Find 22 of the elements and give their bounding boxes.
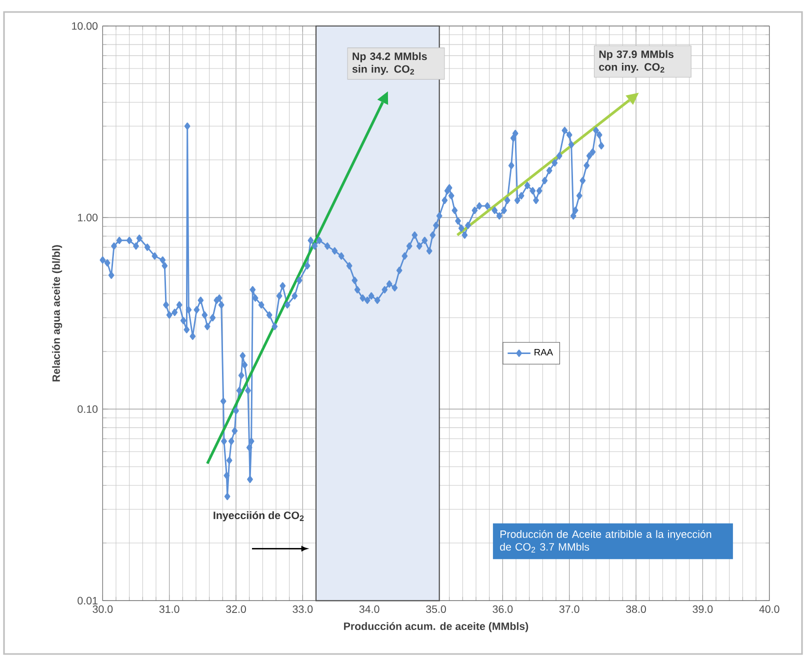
x-tick-label: 30.0 (92, 605, 113, 613)
x-tick-label: 33.0 (292, 605, 313, 613)
x-tick-label: 40.0 (759, 605, 780, 613)
y-tick-label: 0.10 (78, 405, 98, 413)
y-tick-label: 10.00 (72, 22, 98, 30)
y-tick-label: 1.00 (78, 214, 98, 222)
x-tick-label: 32.0 (226, 605, 246, 613)
x-tick-label: 38.0 (626, 605, 646, 613)
x-tick-label: 35.0 (426, 605, 446, 613)
annotation: Np 34.2 MMbls sin iny. CO$_{2}$ (352, 52, 427, 75)
x-tick-label: 34.0 (359, 605, 380, 613)
legend-label: RAA (534, 349, 554, 356)
annotation: Inyecciión de CO$_{2}$ (214, 511, 304, 522)
x-tick-label: 36.0 (492, 605, 513, 613)
annotation: Np 37.9 MMbls con iny. CO$_{2}$ (599, 50, 674, 73)
y-axis-title: Relación agua aceite (bl/bl) (52, 245, 62, 382)
x-axis-title: Producción acum. de aceite (MMbls) (344, 622, 528, 632)
x-tick-label: 39.0 (692, 605, 713, 613)
x-tick-label: 31.0 (159, 605, 180, 613)
y-tick-label: 0.01 (78, 596, 98, 604)
x-tick-label: 37.0 (559, 605, 580, 613)
annotation: Producción de Aceite atribible a la inyección de CO$_{2}$ 3.7 MMbls (500, 530, 712, 552)
